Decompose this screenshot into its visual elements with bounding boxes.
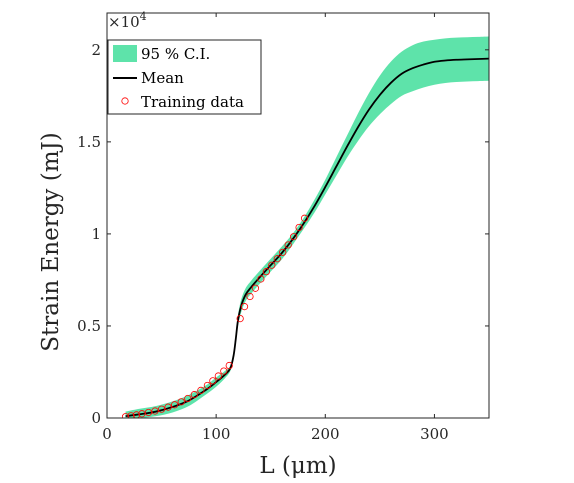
- legend-label-training: Training data: [141, 93, 244, 111]
- training-point: [164, 403, 172, 411]
- training-point: [132, 411, 141, 418]
- training-point: [290, 233, 298, 241]
- legend-swatch-ci: [113, 45, 137, 62]
- training-point: [203, 381, 212, 390]
- training-point: [273, 255, 281, 263]
- x-tick-label: 0: [102, 425, 112, 443]
- legend-label-mean: Mean: [141, 69, 184, 87]
- training-point: [184, 394, 192, 403]
- x-axis-title: L (μm): [259, 453, 336, 479]
- y-tick-label: 0.5: [77, 317, 101, 335]
- plot-area: [121, 36, 489, 418]
- y-tick-label: 2: [91, 41, 101, 59]
- y-tick-label: 1: [91, 225, 101, 243]
- training-point: [279, 248, 287, 256]
- y-exponent-base: ×10: [108, 13, 140, 31]
- training-point: [268, 261, 276, 269]
- training-point: [295, 223, 303, 232]
- training-point: [157, 405, 166, 413]
- x-tick-label: 300: [420, 425, 449, 443]
- training-point: [127, 412, 135, 418]
- training-point: [214, 372, 222, 380]
- legend-label-ci: 95 % C.I.: [141, 45, 210, 63]
- x-tick-label: 100: [202, 425, 231, 443]
- training-point: [121, 413, 130, 418]
- training-point: [209, 377, 217, 385]
- y-exponent-power: 4: [140, 10, 147, 23]
- training-point: [144, 408, 153, 417]
- training-point: [190, 391, 198, 399]
- training-point: [240, 303, 249, 311]
- training-point: [284, 241, 292, 249]
- training-point: [246, 292, 254, 301]
- x-tick-label: 200: [311, 425, 340, 443]
- training-point: [177, 398, 185, 406]
- axes-box: [106, 12, 490, 419]
- legend-swatch-training: [121, 97, 129, 105]
- training-point: [197, 386, 205, 394]
- training-point: [251, 284, 260, 292]
- y-axis-title: Strain Energy (mJ): [38, 132, 64, 351]
- legend: 95 % C.I. Mean Training data: [107, 39, 262, 115]
- y-tick-label: 1.5: [77, 133, 101, 151]
- y-exponent-label: ×104: [108, 10, 147, 31]
- training-point: [171, 401, 179, 409]
- y-tick-label: 0: [91, 409, 101, 427]
- training-point: [225, 361, 233, 370]
- training-point: [257, 275, 265, 283]
- axes: 0 100 200 300 0 0.5 1 1.5 2: [77, 12, 490, 443]
- ci-band: [125, 36, 489, 418]
- training-point: [300, 214, 309, 222]
- training-point: [151, 407, 159, 415]
- training-point: [220, 367, 228, 375]
- training-point: [262, 268, 270, 276]
- training-point: [236, 314, 244, 323]
